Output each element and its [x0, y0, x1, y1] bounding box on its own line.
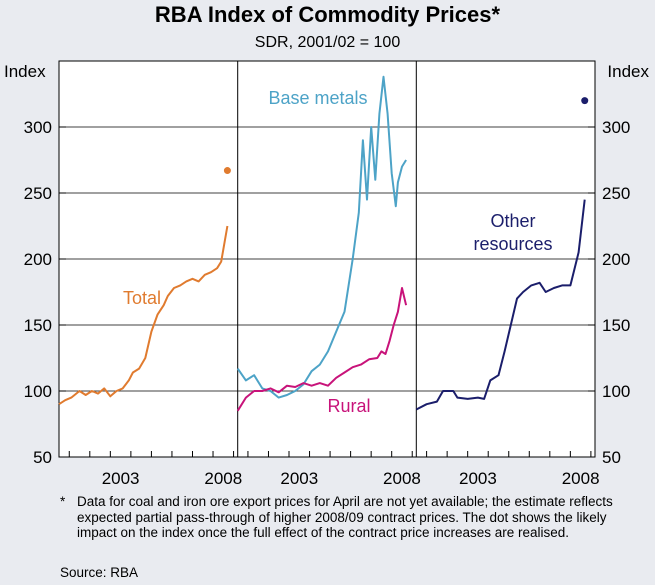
- y-tick-label-right-250: 250: [602, 184, 630, 203]
- x-tick-label-p3-2003: 2003: [459, 469, 497, 488]
- y-tick-label-left-300: 300: [24, 118, 52, 137]
- series-line-rural: [236, 287, 408, 412]
- series-label-other-resources-line2: resources: [473, 234, 552, 254]
- series-label-base-metals: Base metals: [268, 88, 367, 108]
- y-tick-label-left-50: 50: [33, 448, 52, 467]
- series-line-base-metals: [236, 75, 407, 399]
- y-tick-label-left-250: 250: [24, 184, 52, 203]
- axis-ticks: [59, 126, 595, 458]
- footnote-marker: *: [60, 494, 66, 509]
- y-tick-label-left-100: 100: [24, 382, 52, 401]
- series-label-total: Total: [123, 288, 161, 308]
- footnote-text: Data for coal and iron ore export prices…: [77, 494, 613, 540]
- series-line-total: [58, 225, 229, 406]
- series-label-other-resources-line1: Other: [490, 211, 535, 231]
- chart-labels: 50 50 100 100 150 150 200 200 250 250 300 300 Index I…: [4, 62, 649, 488]
- y-tick-label-right-150: 150: [602, 316, 630, 335]
- x-tick-label-p3-2008: 2008: [562, 469, 600, 488]
- y-tick-label-right-300: 300: [602, 118, 630, 137]
- y-tick-label-left-200: 200: [24, 250, 52, 269]
- x-tick-label-p2-2003: 2003: [280, 469, 318, 488]
- source-note: Source: RBA: [60, 565, 139, 580]
- series-line-other-resources: [415, 199, 586, 411]
- x-tick-label-p2-2008: 2008: [383, 469, 421, 488]
- y-tick-label-right-50: 50: [602, 448, 621, 467]
- chart-subtitle: SDR, 2001/02 = 100: [254, 34, 401, 51]
- y-tick-label-right-100: 100: [602, 382, 630, 401]
- x-tick-label-p1-2008: 2008: [204, 469, 242, 488]
- y-tick-label-left-150: 150: [24, 316, 52, 335]
- estimate-dot-panel-1: [223, 167, 231, 175]
- data-series: [58, 75, 589, 412]
- y-axis-title-left: Index: [4, 62, 46, 81]
- series-label-rural: Rural: [327, 396, 370, 416]
- chart-title: RBA Index of Commodity Prices*: [154, 2, 501, 27]
- y-tick-label-right-200: 200: [602, 250, 630, 269]
- y-axis-title-right: Index: [607, 62, 649, 81]
- x-tick-label-p1-2003: 2003: [102, 469, 140, 488]
- gridlines: [59, 126, 595, 392]
- estimate-dot-panel-3: [581, 97, 589, 105]
